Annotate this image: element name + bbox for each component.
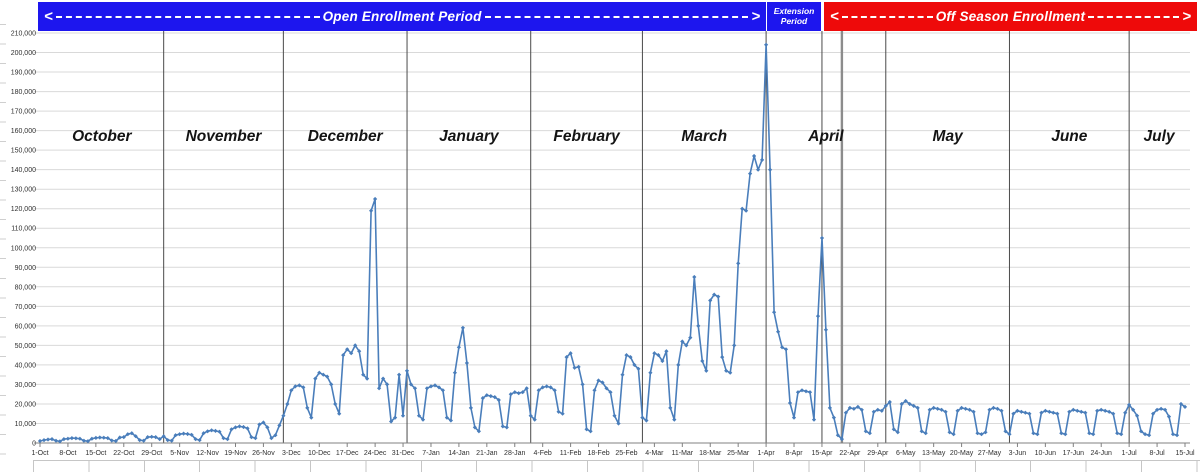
svg-text:June: June: [1051, 128, 1088, 145]
svg-text:190,000: 190,000: [11, 70, 36, 77]
svg-text:28-Jan: 28-Jan: [504, 450, 526, 457]
svg-text:4-Mar: 4-Mar: [645, 450, 664, 457]
svg-text:8-Jul: 8-Jul: [1149, 450, 1165, 457]
svg-text:18-Feb: 18-Feb: [587, 450, 609, 457]
dashed-line: [1088, 15, 1180, 18]
svg-text:17-Dec: 17-Dec: [336, 450, 359, 457]
svg-text:19-Nov: 19-Nov: [224, 450, 247, 457]
svg-text:18-Mar: 18-Mar: [699, 450, 722, 457]
svg-text:1-Oct: 1-Oct: [31, 450, 48, 457]
svg-text:22-Apr: 22-Apr: [839, 450, 861, 457]
svg-text:14-Jan: 14-Jan: [448, 450, 470, 457]
svg-text:1-Apr: 1-Apr: [758, 450, 776, 457]
dashed-line: [484, 15, 749, 18]
left-arrow-icon: <: [829, 8, 839, 25]
svg-text:May: May: [933, 128, 965, 145]
off-season-label: Off Season Enrollment: [935, 9, 1086, 24]
svg-text:31-Dec: 31-Dec: [392, 450, 415, 457]
svg-text:11-Feb: 11-Feb: [560, 450, 582, 457]
svg-text:3-Jun: 3-Jun: [1009, 450, 1027, 457]
svg-text:0: 0: [32, 441, 36, 448]
svg-text:29-Apr: 29-Apr: [867, 450, 889, 457]
svg-text:60,000: 60,000: [15, 323, 37, 330]
svg-text:25-Mar: 25-Mar: [727, 450, 750, 457]
off-season-banner: < Off Season Enrollment >: [823, 2, 1197, 31]
svg-text:27-May: 27-May: [978, 450, 1002, 457]
extension-period-label: Extension Period: [773, 5, 815, 26]
svg-text:130,000: 130,000: [11, 187, 36, 194]
svg-text:10-Jun: 10-Jun: [1035, 450, 1057, 457]
svg-text:50,000: 50,000: [15, 343, 37, 350]
svg-text:170,000: 170,000: [11, 109, 36, 116]
left-arrow-icon: <: [44, 8, 53, 25]
spreadsheet-row-ticks: [0, 24, 6, 461]
svg-text:January: January: [439, 128, 500, 145]
svg-text:24-Jun: 24-Jun: [1091, 450, 1113, 457]
svg-text:10-Dec: 10-Dec: [308, 450, 331, 457]
svg-text:15-Jul: 15-Jul: [1175, 450, 1195, 457]
svg-text:November: November: [186, 128, 263, 145]
svg-text:7-Jan: 7-Jan: [422, 450, 440, 457]
svg-text:22-Oct: 22-Oct: [113, 450, 134, 457]
svg-text:26-Nov: 26-Nov: [252, 450, 275, 457]
svg-text:150,000: 150,000: [11, 148, 36, 155]
svg-text:1-Jul: 1-Jul: [1122, 450, 1138, 457]
svg-text:30,000: 30,000: [15, 382, 37, 389]
svg-text:July: July: [1144, 128, 1176, 145]
svg-text:25-Feb: 25-Feb: [615, 450, 637, 457]
svg-text:20,000: 20,000: [15, 401, 37, 408]
svg-text:80,000: 80,000: [15, 284, 37, 291]
svg-text:5-Nov: 5-Nov: [170, 450, 189, 457]
open-enrollment-label: Open Enrollment Period: [322, 9, 482, 24]
svg-text:100,000: 100,000: [11, 245, 36, 252]
open-enrollment-banner: < Open Enrollment Period >: [38, 2, 767, 31]
svg-text:15-Oct: 15-Oct: [85, 450, 106, 457]
svg-text:February: February: [553, 128, 621, 145]
svg-text:210,000: 210,000: [11, 31, 36, 38]
svg-text:December: December: [308, 128, 384, 145]
svg-text:3-Dec: 3-Dec: [282, 450, 301, 457]
svg-text:110,000: 110,000: [11, 226, 36, 233]
svg-text:4-Feb: 4-Feb: [534, 450, 552, 457]
svg-text:8-Apr: 8-Apr: [785, 450, 803, 457]
svg-text:200,000: 200,000: [11, 50, 36, 57]
svg-text:140,000: 140,000: [11, 167, 36, 174]
svg-text:15-Apr: 15-Apr: [811, 450, 833, 457]
svg-text:90,000: 90,000: [15, 265, 37, 272]
extension-period-box: Extension Period: [767, 2, 821, 31]
svg-text:11-Mar: 11-Mar: [671, 450, 693, 457]
svg-text:13-May: 13-May: [922, 450, 946, 457]
svg-text:March: March: [681, 128, 727, 145]
svg-text:160,000: 160,000: [11, 128, 36, 135]
svg-text:April: April: [807, 128, 844, 145]
dashed-line: [841, 15, 933, 18]
svg-text:20-May: 20-May: [950, 450, 974, 457]
svg-text:10,000: 10,000: [15, 421, 37, 428]
svg-text:October: October: [72, 128, 132, 145]
right-arrow-icon: >: [751, 8, 761, 25]
svg-text:24-Dec: 24-Dec: [364, 450, 387, 457]
svg-text:21-Jan: 21-Jan: [476, 450, 498, 457]
dashed-line: [55, 15, 320, 18]
svg-text:6-May: 6-May: [896, 450, 916, 457]
right-arrow-icon: >: [1182, 8, 1191, 25]
svg-text:40,000: 40,000: [15, 362, 37, 369]
svg-text:180,000: 180,000: [11, 89, 36, 96]
svg-text:120,000: 120,000: [11, 206, 36, 213]
spreadsheet-row-strip: [33, 460, 1200, 472]
svg-text:29-Oct: 29-Oct: [141, 450, 162, 457]
svg-text:70,000: 70,000: [15, 304, 37, 311]
svg-text:17-Jun: 17-Jun: [1063, 450, 1085, 457]
svg-text:8-Oct: 8-Oct: [59, 450, 76, 457]
svg-text:12-Nov: 12-Nov: [196, 450, 219, 457]
